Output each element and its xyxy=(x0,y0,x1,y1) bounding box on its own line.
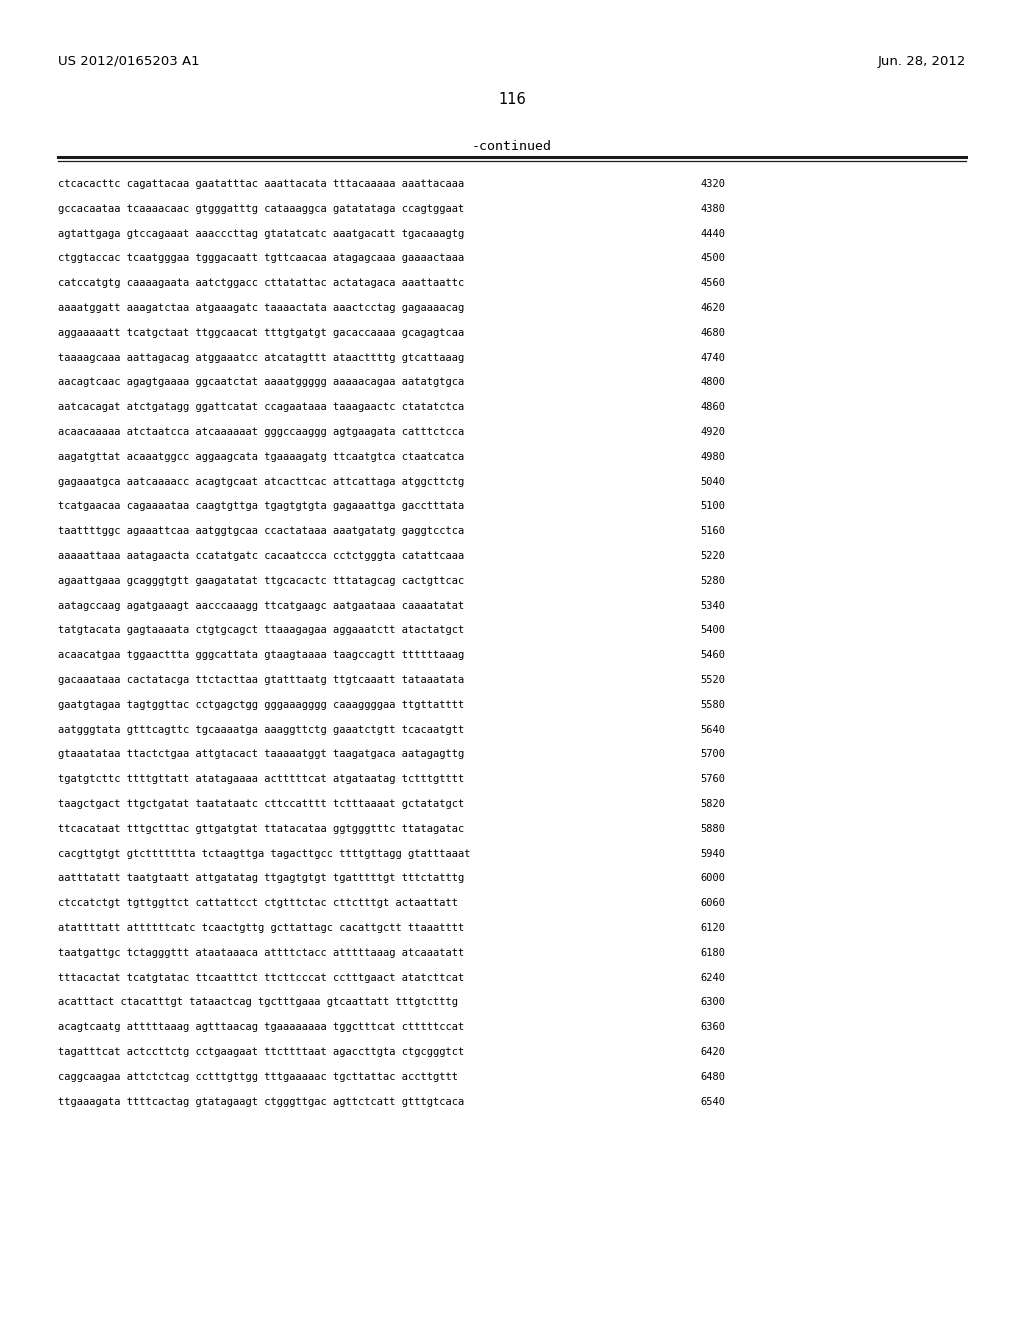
Text: 5580: 5580 xyxy=(700,700,725,710)
Text: Jun. 28, 2012: Jun. 28, 2012 xyxy=(878,55,966,69)
Text: catccatgtg caaaagaata aatctggacc cttatattac actatagaca aaattaattc: catccatgtg caaaagaata aatctggacc cttatat… xyxy=(58,279,464,288)
Text: 4440: 4440 xyxy=(700,228,725,239)
Text: aatgggtata gtttcagttc tgcaaaatga aaaggttctg gaaatctgtt tcacaatgtt: aatgggtata gtttcagttc tgcaaaatga aaaggtt… xyxy=(58,725,464,735)
Text: US 2012/0165203 A1: US 2012/0165203 A1 xyxy=(58,55,200,69)
Text: atattttatt attttttcatc tcaactgttg gcttattagc cacattgctt ttaaatttt: atattttatt attttttcatc tcaactgttg gcttat… xyxy=(58,923,464,933)
Text: 5280: 5280 xyxy=(700,576,725,586)
Text: 6480: 6480 xyxy=(700,1072,725,1082)
Text: taatgattgc tctagggttt ataataaaca attttctacc atttttaaag atcaaatatt: taatgattgc tctagggttt ataataaaca attttct… xyxy=(58,948,464,958)
Text: 5820: 5820 xyxy=(700,799,725,809)
Text: ttgaaagata ttttcactag gtatagaagt ctgggttgac agttctcatt gtttgtcaca: ttgaaagata ttttcactag gtatagaagt ctgggtt… xyxy=(58,1097,464,1106)
Text: gccacaataa tcaaaacaac gtgggatttg cataaaggca gatatataga ccagtggaat: gccacaataa tcaaaacaac gtgggatttg cataaag… xyxy=(58,203,464,214)
Text: 4740: 4740 xyxy=(700,352,725,363)
Text: 5940: 5940 xyxy=(700,849,725,858)
Text: 4560: 4560 xyxy=(700,279,725,288)
Text: 4980: 4980 xyxy=(700,451,725,462)
Text: 6120: 6120 xyxy=(700,923,725,933)
Text: gaatgtagaa tagtggttac cctgagctgg gggaaagggg caaaggggaa ttgttatttt: gaatgtagaa tagtggttac cctgagctgg gggaaag… xyxy=(58,700,464,710)
Text: acaacatgaa tggaacttta gggcattata gtaagtaaaa taagccagtt ttttttaaag: acaacatgaa tggaacttta gggcattata gtaagta… xyxy=(58,651,464,660)
Text: caggcaagaa attctctcag cctttgttgg tttgaaaaac tgcttattac accttgttt: caggcaagaa attctctcag cctttgttgg tttgaaa… xyxy=(58,1072,458,1082)
Text: agtattgaga gtccagaaat aaacccttag gtatatcatc aaatgacatt tgacaaagtg: agtattgaga gtccagaaat aaacccttag gtatatc… xyxy=(58,228,464,239)
Text: 6240: 6240 xyxy=(700,973,725,982)
Text: 6000: 6000 xyxy=(700,874,725,883)
Text: 5520: 5520 xyxy=(700,675,725,685)
Text: 5880: 5880 xyxy=(700,824,725,834)
Text: 5460: 5460 xyxy=(700,651,725,660)
Text: aaaaattaaa aatagaacta ccatatgatc cacaatccca cctctgggta catattcaaa: aaaaattaaa aatagaacta ccatatgatc cacaatc… xyxy=(58,550,464,561)
Text: 5700: 5700 xyxy=(700,750,725,759)
Text: agaattgaaa gcagggtgtt gaagatatat ttgcacactc tttatagcag cactgttcac: agaattgaaa gcagggtgtt gaagatatat ttgcaca… xyxy=(58,576,464,586)
Text: 4620: 4620 xyxy=(700,304,725,313)
Text: 4920: 4920 xyxy=(700,426,725,437)
Text: 5400: 5400 xyxy=(700,626,725,635)
Text: taattttggc agaaattcaa aatggtgcaa ccactataaa aaatgatatg gaggtcctca: taattttggc agaaattcaa aatggtgcaa ccactat… xyxy=(58,527,464,536)
Text: 6060: 6060 xyxy=(700,898,725,908)
Text: gtaaatataa ttactctgaa attgtacact taaaaatggt taagatgaca aatagagttg: gtaaatataa ttactctgaa attgtacact taaaaat… xyxy=(58,750,464,759)
Text: ctccatctgt tgttggttct cattattcct ctgtttctac cttctttgt actaattatt: ctccatctgt tgttggttct cattattcct ctgtttc… xyxy=(58,898,458,908)
Text: 5340: 5340 xyxy=(700,601,725,611)
Text: ttcacataat tttgctttac gttgatgtat ttatacataa ggtgggtttc ttatagatac: ttcacataat tttgctttac gttgatgtat ttataca… xyxy=(58,824,464,834)
Text: 5640: 5640 xyxy=(700,725,725,735)
Text: 4380: 4380 xyxy=(700,203,725,214)
Text: ctcacacttc cagattacaa gaatatttac aaattacata tttacaaaaa aaattacaaa: ctcacacttc cagattacaa gaatatttac aaattac… xyxy=(58,180,464,189)
Text: 6300: 6300 xyxy=(700,998,725,1007)
Text: 6180: 6180 xyxy=(700,948,725,958)
Text: 6540: 6540 xyxy=(700,1097,725,1106)
Text: 5160: 5160 xyxy=(700,527,725,536)
Text: tagatttcat actccttctg cctgaagaat ttcttttaat agaccttgta ctgcgggtct: tagatttcat actccttctg cctgaagaat ttctttt… xyxy=(58,1047,464,1057)
Text: taagctgact ttgctgatat taatataatc cttccatttt tctttaaaat gctatatgct: taagctgact ttgctgatat taatataatc cttccat… xyxy=(58,799,464,809)
Text: aacagtcaac agagtgaaaa ggcaatctat aaaatggggg aaaaacagaa aatatgtgca: aacagtcaac agagtgaaaa ggcaatctat aaaatgg… xyxy=(58,378,464,387)
Text: 4800: 4800 xyxy=(700,378,725,387)
Text: aatttatatt taatgtaatt attgatatag ttgagtgtgt tgatttttgt tttctatttg: aatttatatt taatgtaatt attgatatag ttgagtg… xyxy=(58,874,464,883)
Text: 6360: 6360 xyxy=(700,1022,725,1032)
Text: aatagccaag agatgaaagt aacccaaagg ttcatgaagc aatgaataaa caaaatatat: aatagccaag agatgaaagt aacccaaagg ttcatga… xyxy=(58,601,464,611)
Text: acatttact ctacatttgt tataactcag tgctttgaaa gtcaattatt tttgtctttg: acatttact ctacatttgt tataactcag tgctttga… xyxy=(58,998,458,1007)
Text: 4500: 4500 xyxy=(700,253,725,264)
Text: gagaaatgca aatcaaaacc acagtgcaat atcacttcac attcattaga atggcttctg: gagaaatgca aatcaaaacc acagtgcaat atcactt… xyxy=(58,477,464,487)
Text: 6420: 6420 xyxy=(700,1047,725,1057)
Text: 4680: 4680 xyxy=(700,327,725,338)
Text: 5100: 5100 xyxy=(700,502,725,511)
Text: acaacaaaaa atctaatcca atcaaaaaat gggccaaggg agtgaagata catttctcca: acaacaaaaa atctaatcca atcaaaaaat gggccaa… xyxy=(58,426,464,437)
Text: aatcacagat atctgatagg ggattcatat ccagaataaa taaagaactc ctatatctca: aatcacagat atctgatagg ggattcatat ccagaat… xyxy=(58,403,464,412)
Text: tgatgtcttc ttttgttatt atatagaaaa actttttcat atgataatag tctttgtttt: tgatgtcttc ttttgttatt atatagaaaa acttttt… xyxy=(58,775,464,784)
Text: 116: 116 xyxy=(498,92,526,107)
Text: aggaaaaatt tcatgctaat ttggcaacat tttgtgatgt gacaccaaaa gcagagtcaa: aggaaaaatt tcatgctaat ttggcaacat tttgtga… xyxy=(58,327,464,338)
Text: tttacactat tcatgtatac ttcaatttct ttcttcccat cctttgaact atatcttcat: tttacactat tcatgtatac ttcaatttct ttcttcc… xyxy=(58,973,464,982)
Text: acagtcaatg atttttaaag agtttaacag tgaaaaaaaa tggctttcat ctttttccat: acagtcaatg atttttaaag agtttaacag tgaaaaa… xyxy=(58,1022,464,1032)
Text: 5040: 5040 xyxy=(700,477,725,487)
Text: cacgttgtgt gtcttttttta tctaagttga tagacttgcc ttttgttagg gtatttaaat: cacgttgtgt gtcttttttta tctaagttga tagact… xyxy=(58,849,470,858)
Text: 5760: 5760 xyxy=(700,775,725,784)
Text: gacaaataaa cactatacga ttctacttaa gtatttaatg ttgtcaaatt tataaatata: gacaaataaa cactatacga ttctacttaa gtattta… xyxy=(58,675,464,685)
Text: aagatgttat acaaatggcc aggaagcata tgaaaagatg ttcaatgtca ctaatcatca: aagatgttat acaaatggcc aggaagcata tgaaaag… xyxy=(58,451,464,462)
Text: 4320: 4320 xyxy=(700,180,725,189)
Text: ctggtaccac tcaatgggaa tgggacaatt tgttcaacaa atagagcaaa gaaaactaaa: ctggtaccac tcaatgggaa tgggacaatt tgttcaa… xyxy=(58,253,464,264)
Text: 4860: 4860 xyxy=(700,403,725,412)
Text: taaaagcaaa aattagacag atggaaatcc atcatagttt ataacttttg gtcattaaag: taaaagcaaa aattagacag atggaaatcc atcatag… xyxy=(58,352,464,363)
Text: -continued: -continued xyxy=(472,140,552,153)
Text: aaaatggatt aaagatctaa atgaaagatc taaaactata aaactcctag gagaaaacag: aaaatggatt aaagatctaa atgaaagatc taaaact… xyxy=(58,304,464,313)
Text: tcatgaacaa cagaaaataa caagtgttga tgagtgtgta gagaaattga gacctttata: tcatgaacaa cagaaaataa caagtgttga tgagtgt… xyxy=(58,502,464,511)
Text: 5220: 5220 xyxy=(700,550,725,561)
Text: tatgtacata gagtaaaata ctgtgcagct ttaaagagaa aggaaatctt atactatgct: tatgtacata gagtaaaata ctgtgcagct ttaaaga… xyxy=(58,626,464,635)
